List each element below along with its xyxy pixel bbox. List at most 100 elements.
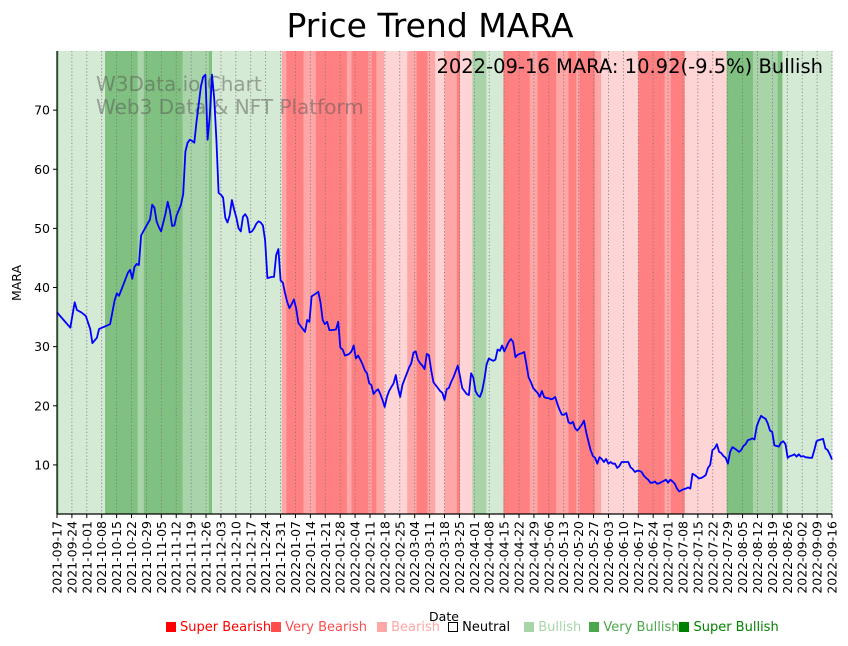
- regime-band-mid-red: [576, 51, 580, 514]
- regime-band-mid-red: [444, 51, 458, 514]
- x-tick-label: 2022-04-15: [497, 521, 512, 594]
- x-tick-label: 2021-11-26: [199, 521, 214, 594]
- regime-band-light-red: [384, 51, 408, 514]
- legend-label-super-bearish: Super Bearish: [180, 620, 272, 635]
- y-tick-label: 30: [34, 339, 50, 354]
- x-tick-label: 2022-07-01: [661, 521, 676, 594]
- regime-band-dark-green: [154, 51, 183, 514]
- x-tick-label: 2022-04-01: [467, 521, 482, 594]
- regime-band-dark-red: [371, 51, 377, 514]
- legend-label-bearish: Bearish: [391, 620, 440, 635]
- x-tick-label: 2022-06-10: [616, 521, 631, 594]
- regime-band-dark-red: [503, 51, 531, 514]
- x-gridlines: [56, 51, 833, 514]
- legend-item-neutral: Neutral: [448, 620, 510, 635]
- regime-band-light-red: [460, 51, 473, 514]
- x-tick-label: 2022-05-27: [586, 521, 601, 594]
- x-tick-label: 2022-08-12: [750, 521, 765, 594]
- x-tick-label: 2021-10-22: [124, 521, 139, 594]
- y-tick-label: 50: [34, 221, 50, 236]
- legend-item-very-bearish: Very Bearish: [271, 620, 367, 635]
- x-tick-label: 2021-11-12: [169, 521, 184, 594]
- regime-band-dark-green: [143, 51, 156, 514]
- y-axis-ticks: 10 20 30 40 50 60 70: [34, 103, 57, 472]
- regime-band-light-green: [58, 51, 106, 514]
- regime-band-dark-green: [208, 51, 213, 514]
- regime-band-dark-green: [57, 51, 59, 514]
- x-tick-label: 2022-07-15: [690, 521, 705, 594]
- regime-band-light-green: [212, 51, 283, 514]
- x-tick-label: 2021-11-19: [184, 521, 199, 594]
- x-tick-label: 2021-12-24: [258, 521, 273, 594]
- x-tick-label: 2022-09-09: [810, 521, 825, 594]
- x-tick-label: 2021-10-29: [139, 521, 154, 594]
- x-tick-label: 2022-08-26: [780, 521, 795, 594]
- legend-swatch-super-bearish: [166, 622, 176, 632]
- x-tick-label: 2022-03-04: [407, 521, 422, 594]
- x-tick-label: 2022-08-05: [735, 521, 750, 594]
- regime-band-light-red: [435, 51, 445, 514]
- x-axis-ticks: 2021-09-17 2021-09-24 2021-10-01 2021-10-08…: [50, 514, 840, 594]
- regime-band-light-red: [697, 51, 727, 514]
- x-tick-label: 2022-04-22: [512, 521, 527, 594]
- regime-band-dark-green: [777, 51, 783, 514]
- regime-band-mid-green: [137, 51, 145, 514]
- regime-band-dark-red: [537, 51, 557, 514]
- x-tick-label: 2022-06-03: [601, 521, 616, 594]
- x-tick-label: 2022-06-24: [646, 521, 661, 594]
- regime-band-dark-red: [456, 51, 461, 514]
- legend-item-super-bearish: Super Bearish: [166, 620, 271, 635]
- x-tick-label: 2022-07-22: [705, 521, 720, 594]
- x-tick-label: 2021-12-17: [243, 521, 258, 594]
- legend-item-bullish: Bullish: [524, 620, 581, 635]
- x-tick-label: 2022-04-08: [482, 521, 497, 594]
- latest-price-annotation: 2022-09-16 MARA: 10.92(-9.5%) Bullish: [436, 55, 823, 78]
- x-tick-label: 2021-10-01: [79, 521, 94, 594]
- legend-label-bullish: Bullish: [538, 620, 582, 635]
- x-tick-label: 2022-02-04: [348, 521, 363, 594]
- x-tick-label: 2022-07-08: [675, 521, 690, 594]
- x-tick-label: 2022-05-06: [541, 521, 556, 594]
- x-tick-label: 2022-06-17: [631, 521, 646, 594]
- x-tick-label: 2022-01-14: [303, 521, 318, 594]
- regime-legend: Super Bearish Very Bearish Bearish Neutra…: [166, 620, 779, 635]
- legend-swatch-neutral: [448, 622, 459, 632]
- x-tick-label: 2022-09-16: [825, 521, 840, 594]
- watermark-line-1: W3Data.io Chart: [96, 72, 262, 96]
- x-tick-label: 2022-02-25: [392, 521, 407, 594]
- y-tick-label: 10: [34, 457, 50, 472]
- regime-band-mid-red: [427, 51, 436, 514]
- x-tick-label: 2021-09-17: [50, 521, 65, 594]
- x-tick-label: 2022-02-18: [377, 521, 392, 594]
- x-tick-label: 2022-03-25: [452, 521, 467, 594]
- x-tick-label: 2022-03-11: [422, 521, 437, 594]
- regime-band-dark-red: [638, 51, 665, 514]
- watermark: W3Data.io Chart Web3 Data & NFT Platform: [96, 72, 364, 119]
- regime-band-dark-red: [568, 51, 577, 514]
- legend-swatch-bullish: [524, 622, 535, 632]
- y-tick-label: 40: [34, 280, 50, 295]
- x-tick-label: 2022-07-29: [720, 521, 735, 594]
- legend-item-super-bullish: Super Bullish: [679, 620, 779, 635]
- legend-label-super-bullish: Super Bullish: [693, 620, 779, 635]
- x-tick-label: 2022-02-11: [362, 521, 377, 594]
- legend-swatch-super-bullish: [679, 622, 690, 632]
- regime-band-dark-green: [726, 51, 754, 514]
- regime-band-mid-red: [281, 51, 287, 514]
- regime-band-light-green: [782, 51, 833, 514]
- x-tick-label: 2022-09-02: [795, 521, 810, 594]
- watermark-line-2: Web3 Data & NFT Platform: [96, 95, 364, 119]
- regime-band-mid-red: [594, 51, 602, 514]
- legend-item-bearish: Bearish: [377, 620, 440, 635]
- x-tick-label: 2021-12-10: [228, 521, 243, 594]
- regime-band-dark-red: [315, 51, 348, 514]
- price-series: [56, 73, 833, 493]
- regime-band-light-green: [486, 51, 504, 514]
- x-tick-label: 2022-01-28: [333, 521, 348, 594]
- x-tick-label: 2021-12-03: [213, 521, 228, 594]
- legend-item-very-bullish: Very Bullish: [589, 620, 679, 635]
- legend-label-very-bullish: Very Bullish: [603, 620, 680, 635]
- regime-band-mid-red: [376, 51, 385, 514]
- regime-band-mid-green: [472, 51, 487, 514]
